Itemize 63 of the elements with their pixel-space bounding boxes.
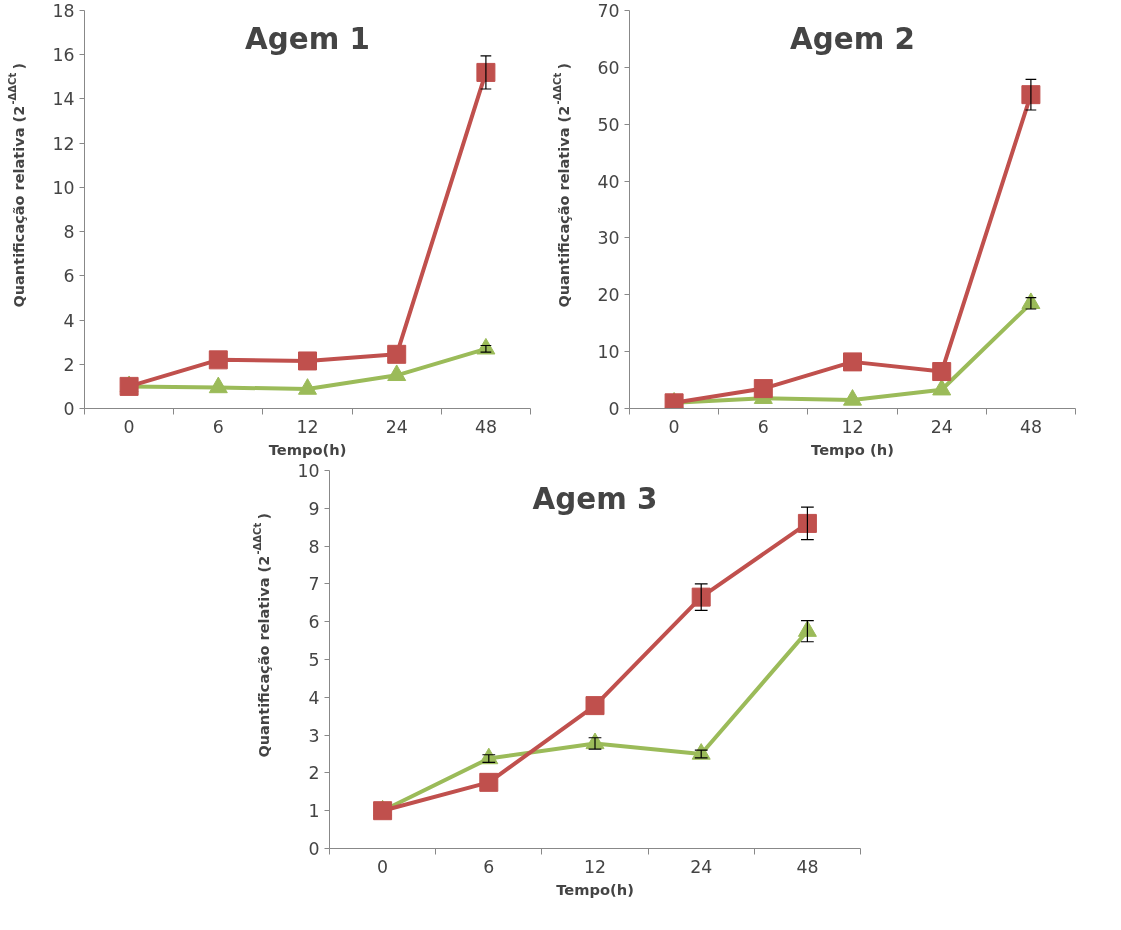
- x-tick-label: 12: [841, 416, 864, 437]
- x-axis-title: Tempo (h): [811, 440, 894, 458]
- point: [843, 389, 862, 406]
- x-axis-title: Tempo(h): [268, 440, 347, 458]
- y-axis-title: Quantificação relativa (2-ΔΔCt): [251, 512, 273, 758]
- x-tick-label: 24: [385, 416, 408, 437]
- x-tick-label: 6: [212, 416, 224, 437]
- y-axis-title: Quantificação relativa (2-ΔΔCt): [551, 62, 573, 308]
- y-tick-label: 20: [597, 285, 620, 306]
- x-tick-label: 12: [583, 856, 607, 877]
- y-tick-label: 1: [308, 801, 320, 822]
- y-tick-label: 4: [308, 687, 320, 708]
- y-tick-label: 6: [308, 612, 320, 633]
- point: [387, 364, 407, 382]
- y-tick-label: 0: [608, 399, 620, 419]
- y-tick-label: 9: [308, 498, 320, 519]
- x-tick-label: 0: [123, 416, 135, 437]
- x-tick-label: 48: [796, 856, 819, 877]
- y-tick-label: 0: [63, 399, 75, 419]
- point: [208, 350, 228, 370]
- x-tick-label: 24: [690, 856, 713, 877]
- y-tick-label: 10: [52, 177, 75, 198]
- y-tick-label: 7: [308, 574, 320, 595]
- point: [387, 344, 407, 364]
- chart-title: Agem 2: [790, 21, 915, 56]
- y-tick-label: 4: [63, 310, 75, 331]
- point: [208, 376, 228, 394]
- y-tick-label: 50: [597, 114, 620, 135]
- x-tick-label: 24: [930, 416, 953, 437]
- point: [298, 378, 317, 395]
- x-tick-label: 0: [377, 856, 389, 877]
- chart-title: Agem 3: [532, 481, 658, 516]
- x-tick-label: 0: [668, 416, 680, 437]
- point: [373, 801, 393, 821]
- y-tick-label: 3: [308, 725, 320, 746]
- y-tick-label: 5: [308, 650, 320, 670]
- x-tick-label: 48: [1019, 416, 1042, 437]
- y-tick-label: 0: [308, 839, 320, 859]
- point: [479, 772, 499, 792]
- y-tick-label: 6: [63, 266, 75, 287]
- y-tick-label: 70: [597, 1, 620, 21]
- y-tick-label: 2: [308, 763, 320, 784]
- y-tick-label: 14: [52, 89, 75, 110]
- point: [585, 696, 605, 716]
- y-tick-label: 18: [52, 1, 75, 21]
- y-tick-label: 30: [597, 228, 620, 249]
- x-tick-label: 48: [474, 416, 497, 437]
- x-axis-title: Tempo(h): [556, 880, 634, 898]
- y-tick-label: 8: [308, 536, 320, 557]
- y-tick-label: 10: [297, 461, 320, 481]
- y-tick-label: 2: [63, 354, 75, 375]
- y-tick-label: 16: [52, 45, 75, 66]
- chart-title: Agem 1: [245, 21, 370, 56]
- y-tick-label: 12: [52, 133, 75, 154]
- point: [298, 351, 317, 371]
- y-tick-label: 8: [63, 222, 75, 243]
- point: [932, 378, 952, 396]
- x-tick-label: 6: [483, 856, 495, 877]
- y-axis-title: Quantificação relativa (2-ΔΔCt): [6, 62, 28, 308]
- y-tick-label: 40: [597, 171, 620, 192]
- x-tick-label: 6: [757, 416, 769, 437]
- y-tick-label: 10: [597, 342, 620, 363]
- y-tick-label: 60: [597, 57, 620, 78]
